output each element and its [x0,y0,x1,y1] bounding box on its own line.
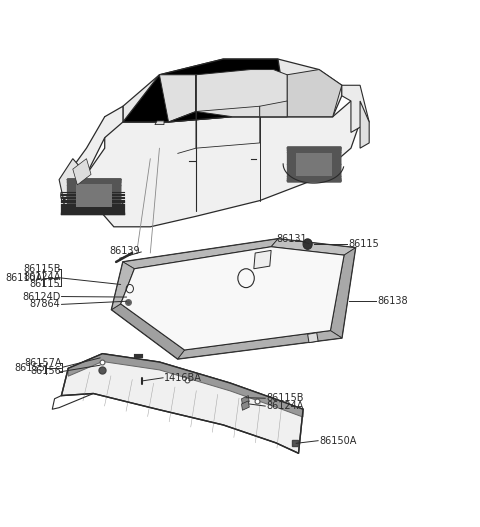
Text: 1416BA: 1416BA [164,373,202,383]
Text: 86155: 86155 [14,363,46,373]
Text: 86110A: 86110A [5,272,42,282]
Text: 86157A: 86157A [24,358,61,368]
Text: 86150A: 86150A [319,436,356,446]
Polygon shape [68,354,303,417]
Polygon shape [196,70,287,116]
Polygon shape [120,247,344,350]
Polygon shape [64,106,123,201]
Polygon shape [360,101,369,148]
Polygon shape [178,330,342,359]
Polygon shape [86,101,360,227]
Polygon shape [111,262,134,310]
Text: 86115B: 86115B [266,393,304,403]
Polygon shape [254,250,271,269]
Polygon shape [111,239,356,359]
Polygon shape [159,75,196,122]
Text: 86131: 86131 [276,234,307,244]
Polygon shape [73,159,91,185]
Polygon shape [241,401,249,411]
Polygon shape [123,239,278,269]
Text: 86156: 86156 [31,366,61,376]
Polygon shape [308,333,318,343]
Polygon shape [241,396,249,405]
Polygon shape [330,248,356,338]
Text: 86124A: 86124A [23,271,60,281]
Polygon shape [111,304,184,359]
Polygon shape [271,239,356,255]
Polygon shape [342,85,369,132]
Circle shape [303,239,312,249]
Text: 86115: 86115 [30,279,60,289]
Text: 86138: 86138 [377,296,408,306]
Polygon shape [123,59,342,122]
Text: 86124D: 86124D [22,291,60,301]
Text: 86115B: 86115B [23,264,60,274]
Polygon shape [123,59,287,122]
Polygon shape [61,354,303,453]
Polygon shape [260,101,287,116]
Text: 86124A: 86124A [266,401,303,411]
Text: 86139: 86139 [109,246,140,256]
Text: 87864: 87864 [30,299,60,309]
Polygon shape [59,159,86,201]
Polygon shape [155,121,164,124]
Text: 86115: 86115 [348,239,379,249]
Polygon shape [287,70,342,116]
